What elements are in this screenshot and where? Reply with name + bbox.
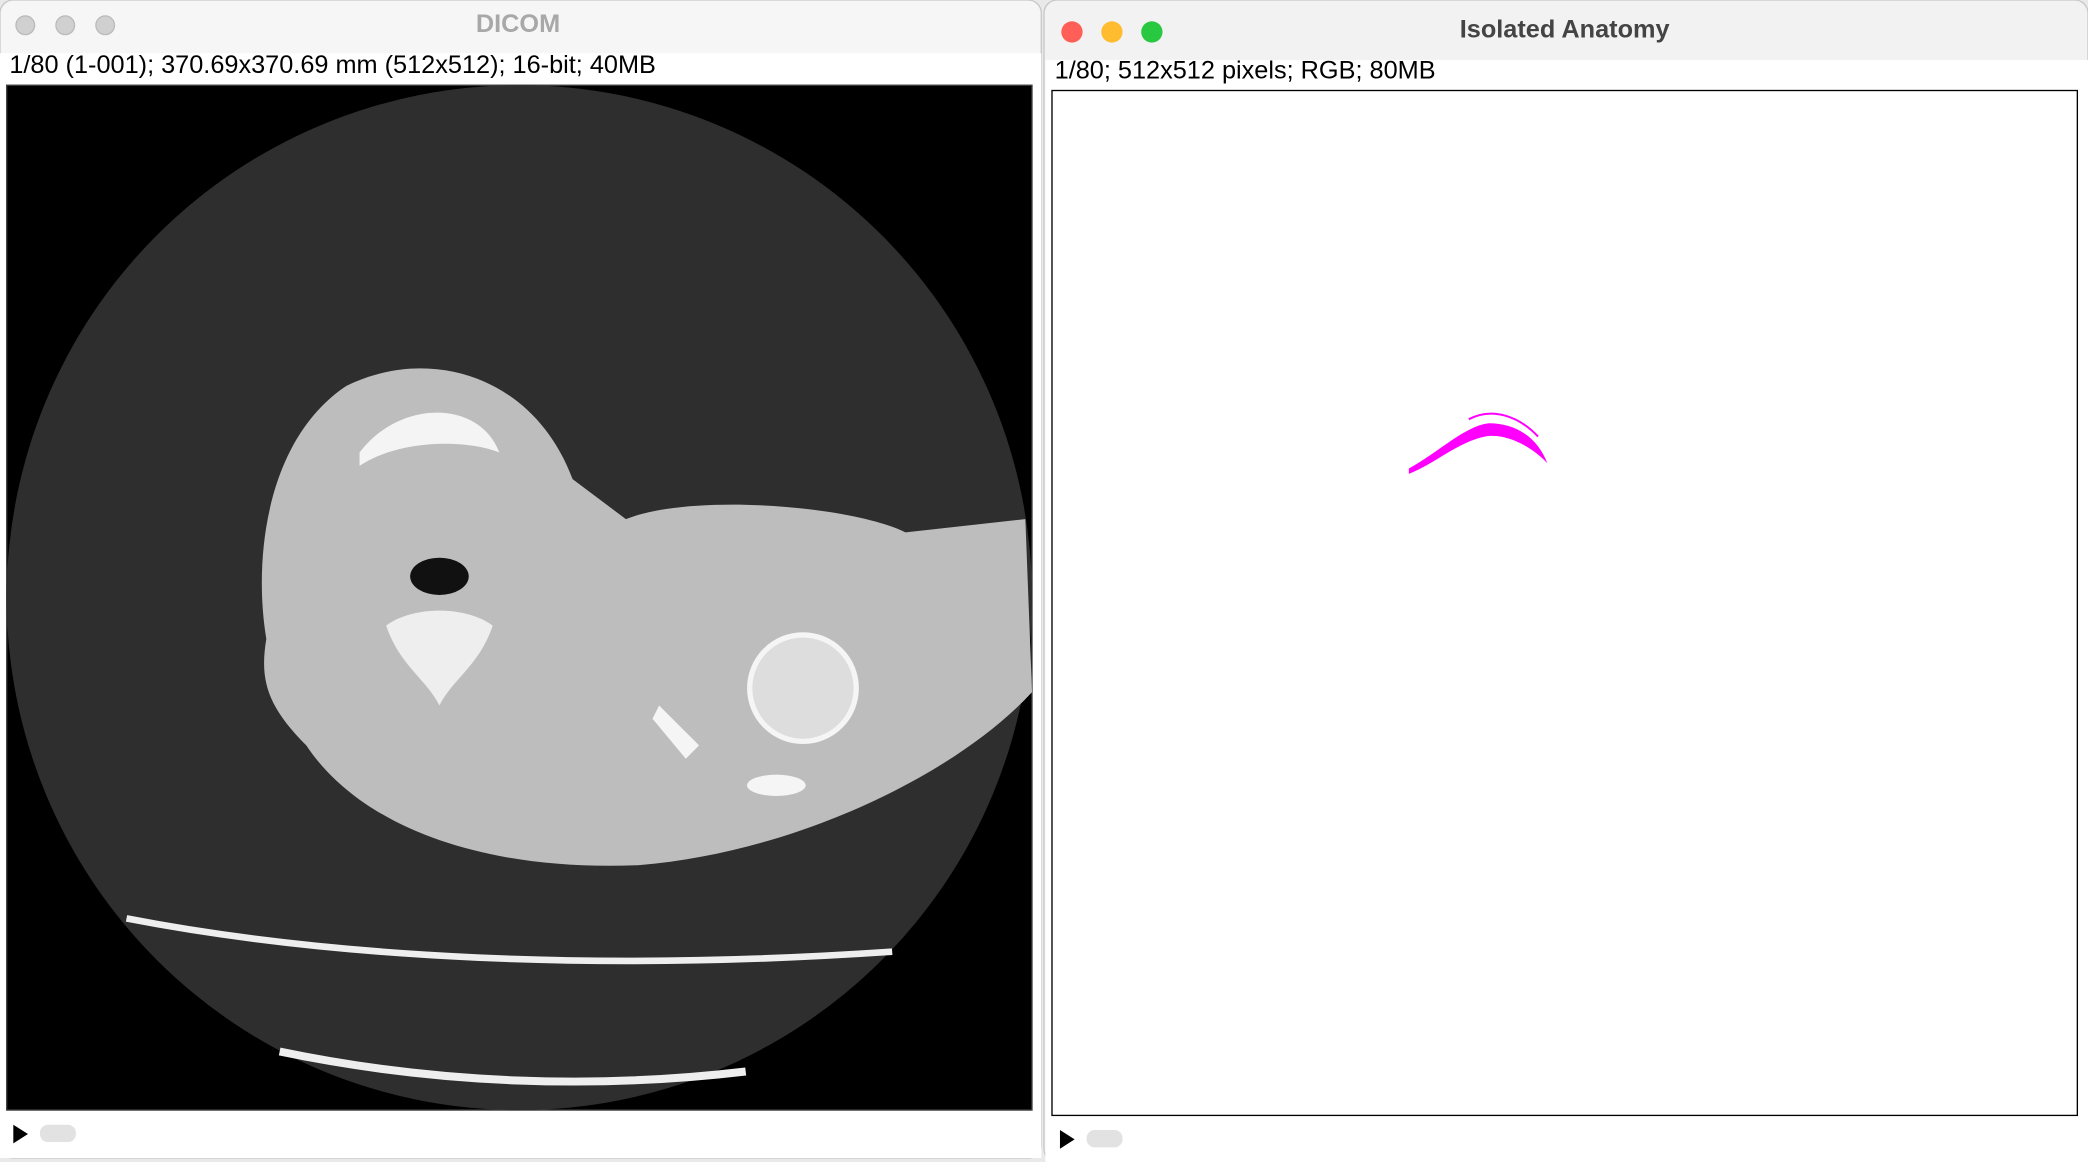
- table-line: [125, 915, 893, 965]
- segmented-anatomy: [1408, 423, 1548, 474]
- window-title: DICOM: [476, 10, 560, 38]
- humerus: [747, 632, 859, 745]
- minimize-button[interactable]: [1101, 21, 1123, 43]
- zoom-button[interactable]: [95, 15, 116, 36]
- image-info: 1/80; 512x512 pixels; RGB; 80MB: [1055, 57, 1436, 85]
- close-button[interactable]: [15, 15, 36, 36]
- ct-image: [5, 84, 1033, 1111]
- play-button[interactable]: [13, 1124, 28, 1144]
- body-section: [261, 368, 1033, 866]
- dicom-window: DICOM 1/80 (1-001); 370.69x370.69 mm (51…: [0, 0, 1042, 1159]
- window-title: Isolated Anatomy: [1460, 15, 1670, 43]
- image-info: 1/80 (1-001); 370.69x370.69 mm (512x512)…: [9, 51, 656, 79]
- spine: [386, 610, 493, 706]
- close-button[interactable]: [1061, 21, 1083, 43]
- isolated-window: Isolated Anatomy 1/80; 512x512 pixels; R…: [1043, 0, 2088, 1162]
- slice-slider[interactable]: [39, 1124, 76, 1143]
- zoom-button[interactable]: [1141, 21, 1163, 43]
- scapula: [652, 705, 700, 759]
- segmented-anatomy: [1468, 412, 1539, 438]
- slice-slider[interactable]: [1086, 1130, 1123, 1148]
- bone: [359, 412, 500, 466]
- airway: [410, 557, 469, 595]
- play-button[interactable]: [1059, 1130, 1075, 1149]
- minimize-button[interactable]: [55, 15, 76, 36]
- image-canvas: [1051, 89, 2079, 1117]
- bone: [747, 774, 806, 796]
- table-line: [278, 1047, 747, 1086]
